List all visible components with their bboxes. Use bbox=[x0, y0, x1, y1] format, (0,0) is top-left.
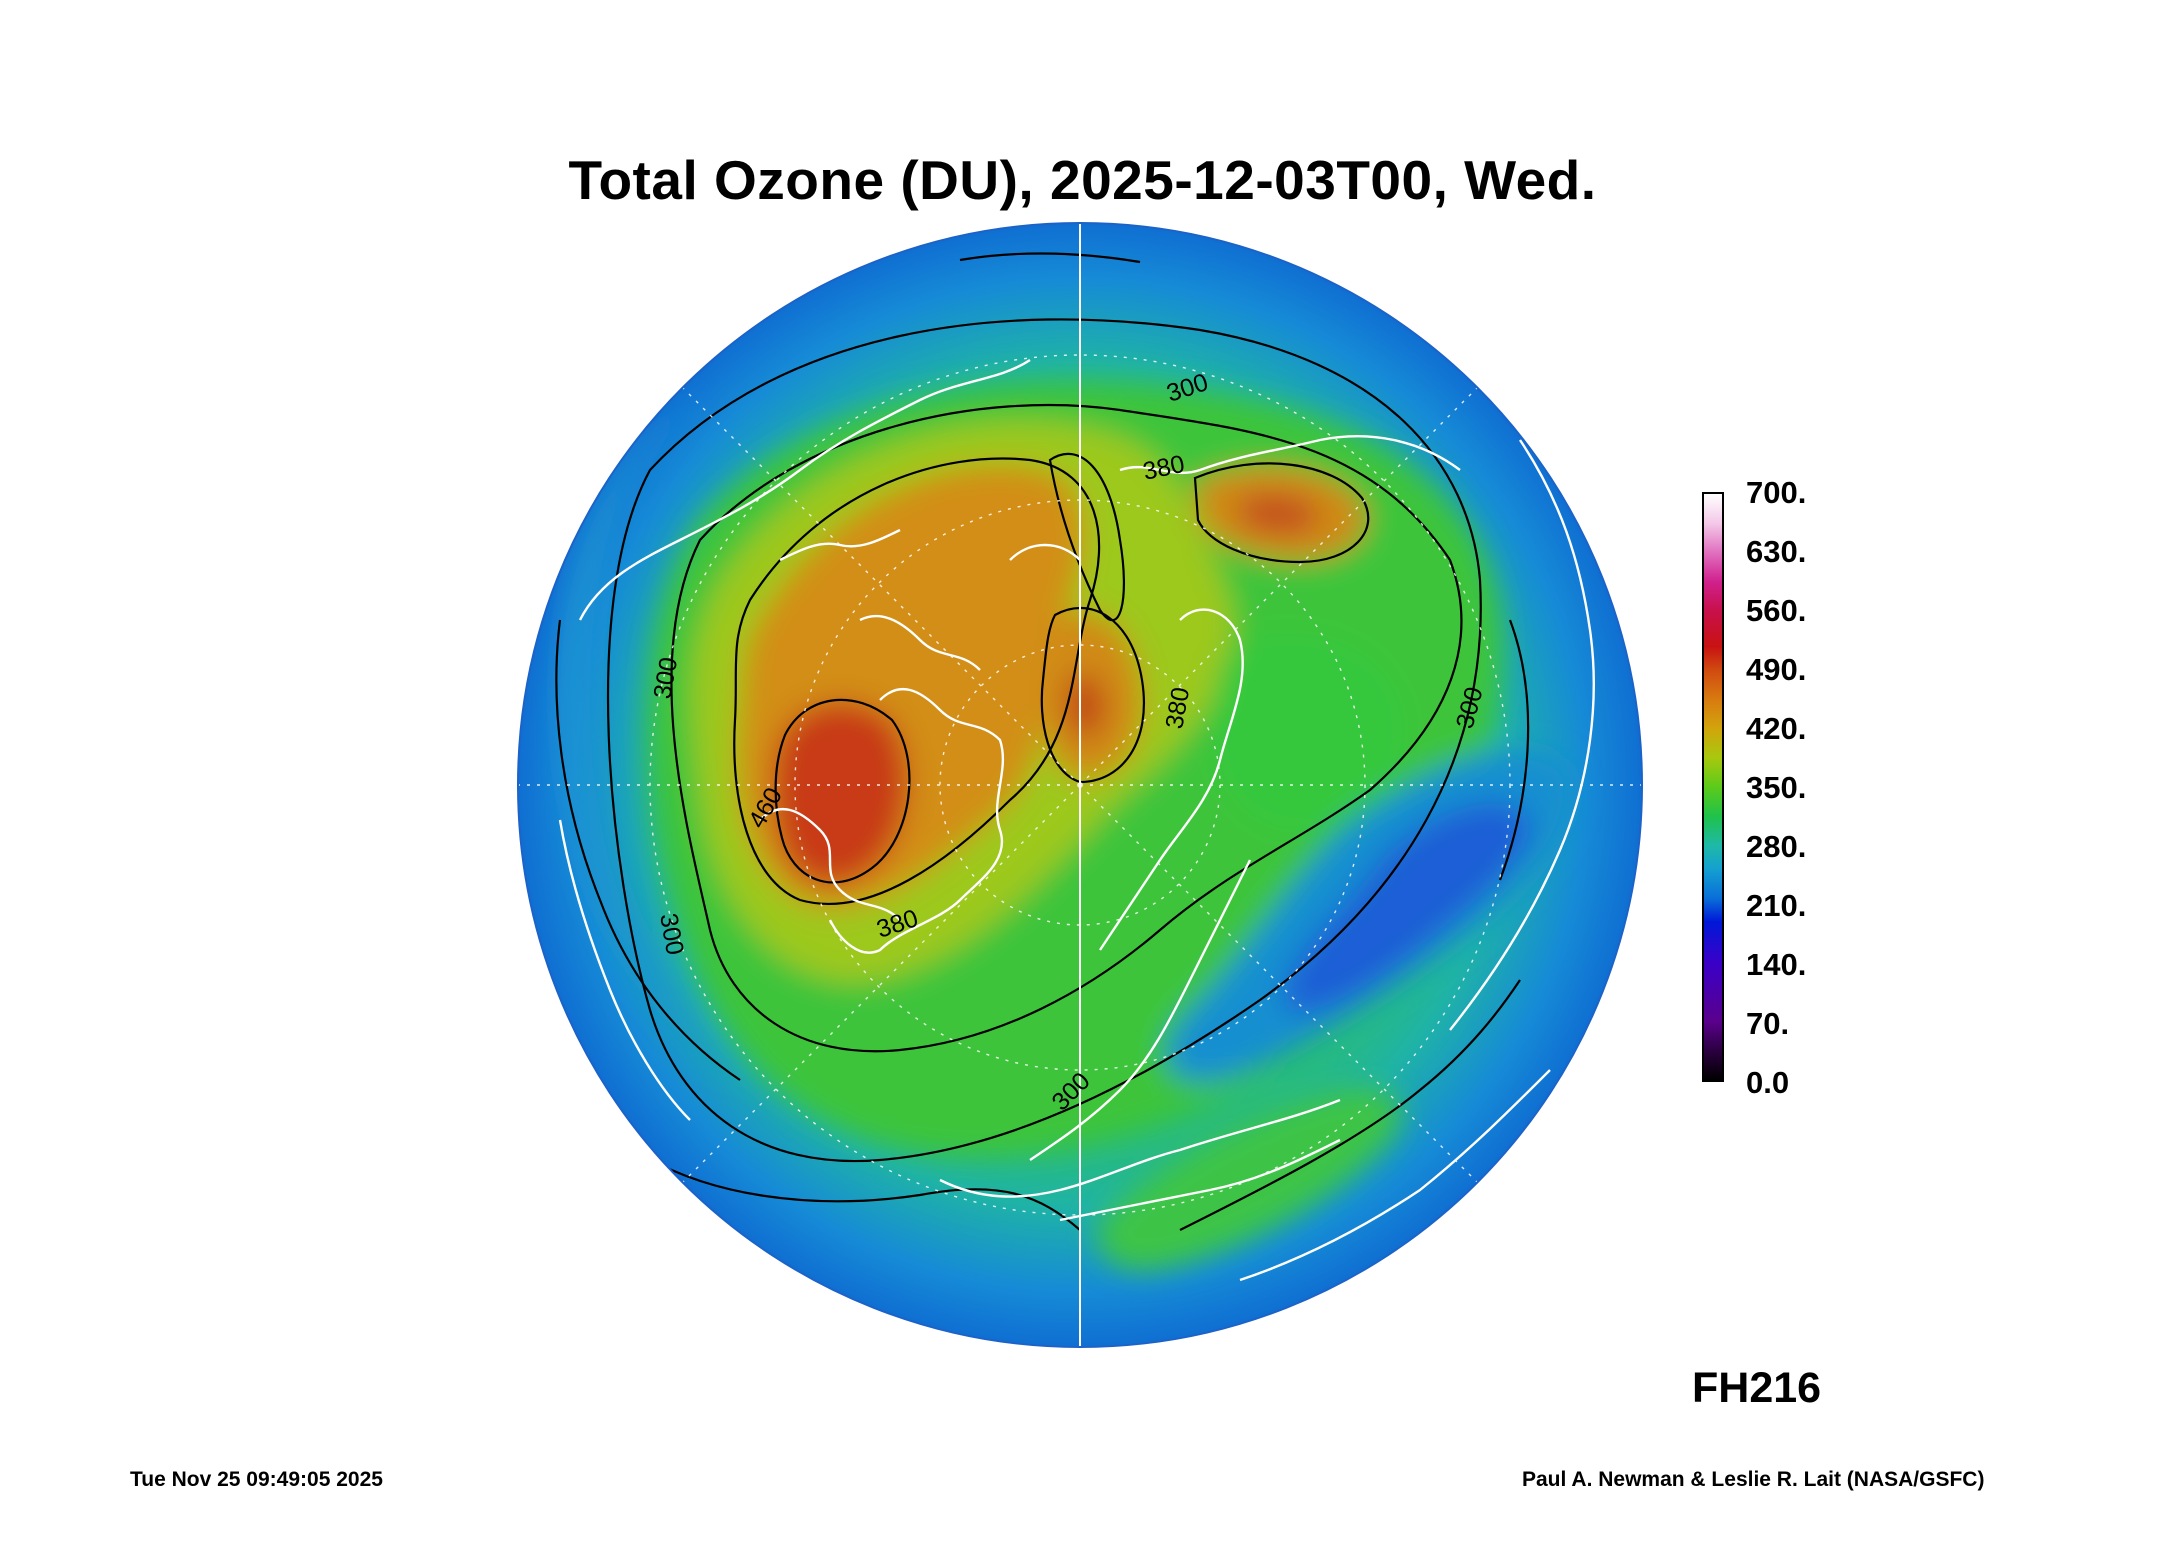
forecast-hour-label: FH216 bbox=[1692, 1364, 1822, 1412]
colorbar-label: 210. bbox=[1746, 888, 1807, 923]
colorbar-label: 630. bbox=[1746, 534, 1807, 569]
colorbar-label: 490. bbox=[1746, 652, 1807, 687]
colorbar-label: 700. bbox=[1746, 475, 1807, 510]
colorbar-label: 280. bbox=[1746, 829, 1807, 864]
ozone-field bbox=[518, 223, 1642, 1347]
colorbar-label: 0.0 bbox=[1746, 1065, 1790, 1100]
colorbar-label: 70. bbox=[1746, 1006, 1790, 1041]
map-border bbox=[517, 222, 1643, 1348]
coastlines bbox=[558, 359, 1595, 1282]
colorbar-label: 420. bbox=[1746, 711, 1807, 746]
credit-footer: Paul A. Newman & Leslie R. Lait (NASA/GS… bbox=[1522, 1468, 1985, 1491]
map-title: Total Ozone (DU), 2025-12-03T00, Wed. bbox=[568, 149, 1597, 211]
colorbar-label: 140. bbox=[1746, 947, 1807, 982]
colorbar-label: 350. bbox=[1746, 770, 1807, 805]
contour-lines bbox=[555, 252, 1530, 1231]
timestamp-footer: Tue Nov 25 09:49:05 2025 bbox=[130, 1468, 383, 1491]
color-scale-bar bbox=[1702, 492, 1724, 1082]
colorbar-label: 560. bbox=[1746, 593, 1807, 628]
